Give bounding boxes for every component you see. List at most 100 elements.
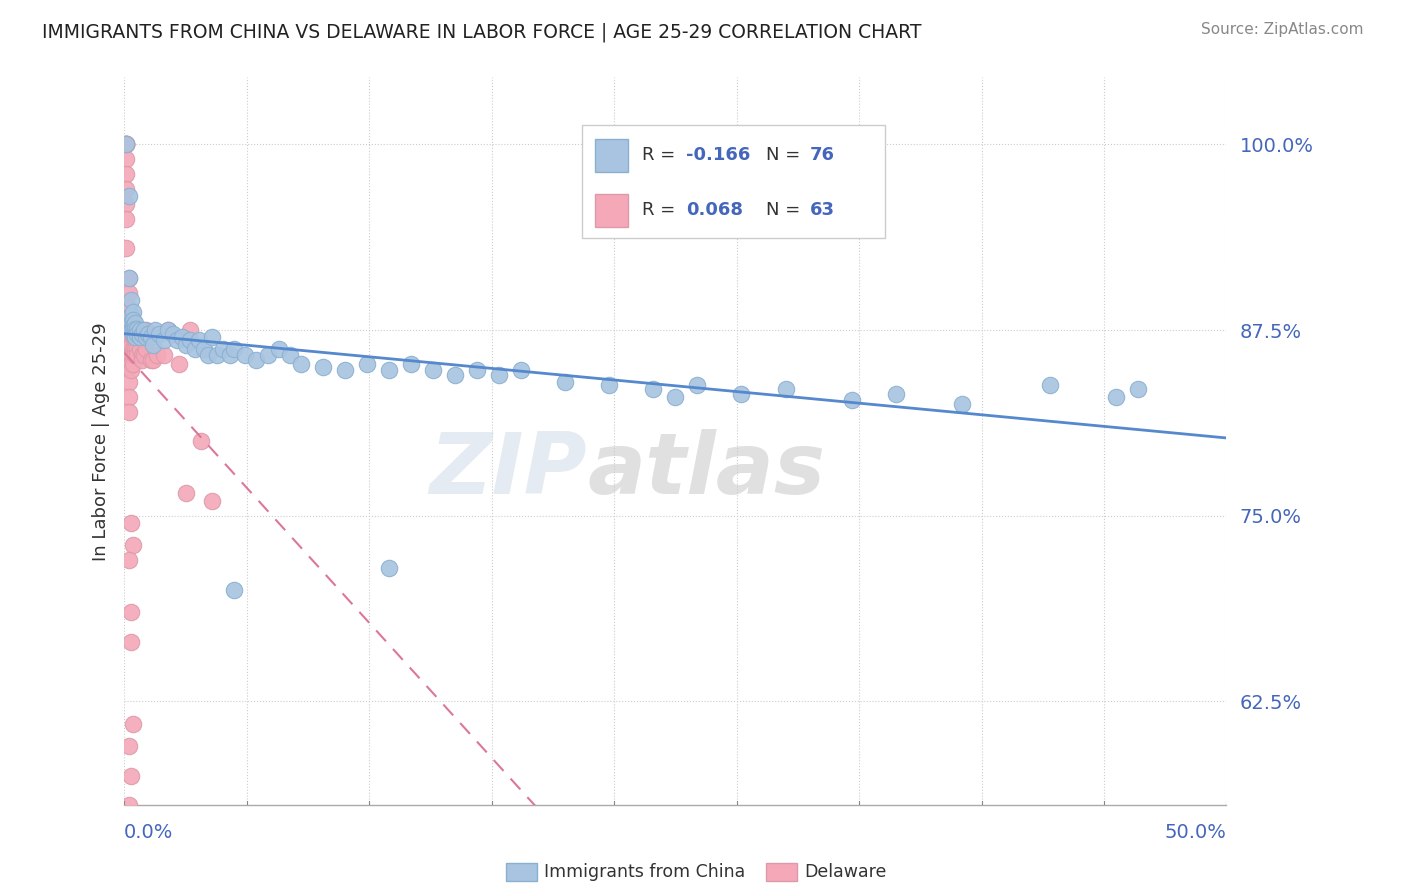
Point xyxy=(465,363,488,377)
Point xyxy=(122,330,145,344)
Point xyxy=(1105,390,1128,404)
Point xyxy=(131,327,153,342)
Point xyxy=(117,285,139,300)
Point xyxy=(148,327,170,342)
Point xyxy=(122,348,145,362)
Point xyxy=(179,323,201,337)
Point xyxy=(174,486,197,500)
Point xyxy=(131,352,153,367)
Point xyxy=(115,137,138,152)
Point xyxy=(127,343,149,357)
Point xyxy=(122,305,145,319)
Point xyxy=(124,316,146,330)
Text: Immigrants from China: Immigrants from China xyxy=(544,863,745,881)
Point xyxy=(124,330,146,344)
Point xyxy=(120,769,142,783)
Point xyxy=(184,343,207,357)
Point xyxy=(115,167,138,181)
Point xyxy=(146,348,169,362)
Text: Delaware: Delaware xyxy=(804,863,887,881)
Point xyxy=(117,553,139,567)
Point xyxy=(193,343,215,357)
Point xyxy=(179,334,201,348)
Point xyxy=(120,308,142,322)
Point xyxy=(554,375,576,389)
Text: R =: R = xyxy=(643,146,682,164)
Text: ZIP: ZIP xyxy=(430,429,588,512)
Point xyxy=(117,375,139,389)
Text: IMMIGRANTS FROM CHINA VS DELAWARE IN LABOR FORCE | AGE 25-29 CORRELATION CHART: IMMIGRANTS FROM CHINA VS DELAWARE IN LAB… xyxy=(42,22,922,42)
Point xyxy=(122,312,145,326)
Point xyxy=(124,343,146,357)
Point xyxy=(142,338,165,352)
Point xyxy=(267,343,290,357)
Point xyxy=(115,196,138,211)
Text: R =: R = xyxy=(643,201,682,219)
Text: Source: ZipAtlas.com: Source: ZipAtlas.com xyxy=(1201,22,1364,37)
Point xyxy=(170,330,193,344)
Point xyxy=(138,327,160,342)
Point xyxy=(127,327,149,342)
Point xyxy=(664,390,686,404)
Point xyxy=(422,363,444,377)
Point xyxy=(950,397,973,411)
Point xyxy=(444,368,467,382)
Point xyxy=(157,323,180,337)
Point xyxy=(117,405,139,419)
Point xyxy=(120,293,142,308)
Point xyxy=(115,137,138,152)
Point xyxy=(643,383,665,397)
Point xyxy=(169,357,191,371)
Point xyxy=(153,334,176,348)
Point xyxy=(124,348,146,362)
Point xyxy=(488,368,510,382)
Text: 63: 63 xyxy=(810,201,835,219)
Point xyxy=(212,343,235,357)
Point xyxy=(132,323,155,337)
Point xyxy=(120,516,142,531)
Point xyxy=(1039,378,1062,392)
Point xyxy=(201,494,224,508)
Text: atlas: atlas xyxy=(588,429,825,512)
Point xyxy=(224,582,246,597)
Point xyxy=(117,316,139,330)
Text: 76: 76 xyxy=(810,146,835,164)
Point xyxy=(139,330,162,344)
Point xyxy=(120,316,142,330)
Point xyxy=(115,137,138,152)
Point xyxy=(884,387,907,401)
Point xyxy=(122,318,145,333)
Point xyxy=(174,338,197,352)
Bar xyxy=(595,194,628,227)
Point xyxy=(256,348,278,362)
Point xyxy=(686,378,709,392)
Point xyxy=(115,152,138,166)
Point xyxy=(245,352,267,367)
Point xyxy=(117,345,139,359)
Point xyxy=(117,271,139,285)
Point xyxy=(841,392,863,407)
Point xyxy=(124,321,146,335)
Point xyxy=(122,343,145,357)
Point xyxy=(197,348,219,362)
Point xyxy=(117,330,139,344)
Point xyxy=(122,327,145,342)
Point xyxy=(166,334,188,348)
Point xyxy=(128,330,150,344)
Point xyxy=(399,357,422,371)
Point xyxy=(115,137,138,152)
Point xyxy=(775,383,797,397)
Point xyxy=(115,182,138,196)
Point xyxy=(135,323,157,337)
Point xyxy=(135,343,157,357)
Point xyxy=(117,301,139,315)
Point xyxy=(117,189,139,203)
Point xyxy=(205,348,228,362)
Point xyxy=(278,348,301,362)
Point xyxy=(188,334,211,348)
Point xyxy=(115,211,138,226)
Point xyxy=(117,345,139,359)
Text: N =: N = xyxy=(766,146,806,164)
Point xyxy=(135,330,157,344)
Point xyxy=(290,357,312,371)
